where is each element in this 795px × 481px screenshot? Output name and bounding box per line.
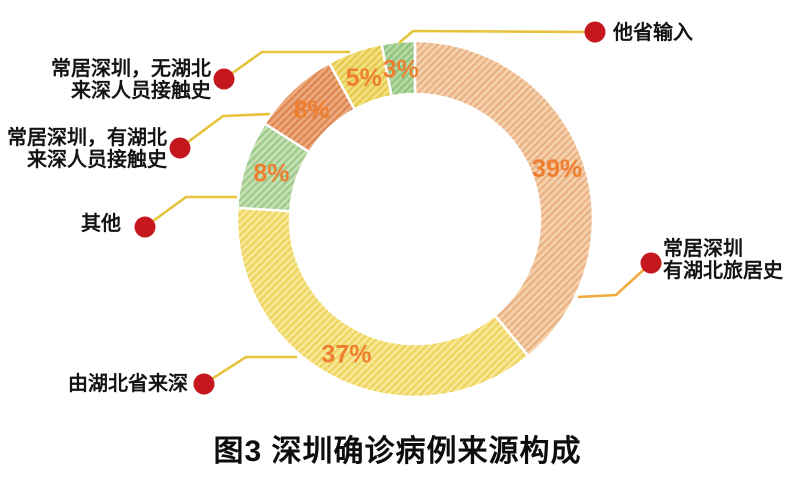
callout-dot	[134, 216, 156, 238]
callout-line: 有湖北旅居史	[663, 260, 783, 282]
callout-line: 常居深圳，无湖北	[51, 58, 211, 80]
callout-leader-line	[577, 262, 652, 299]
callout-leader-line	[203, 355, 297, 386]
chart-title: 图3 深圳确诊病例来源构成	[213, 435, 582, 468]
callout-dot	[640, 252, 662, 274]
callout-line: 其他	[81, 213, 121, 235]
callout-line: 他省输入	[613, 22, 693, 44]
donut-segment-2	[235, 206, 530, 399]
callout-label-resident-hubei-travel-history: 常居深圳 有湖北旅居史	[663, 238, 783, 282]
donut-segment-1	[413, 39, 595, 358]
callout-line: 常居深圳	[663, 238, 743, 260]
callout-leader-line	[144, 195, 237, 229]
donut-segment-6	[380, 39, 417, 98]
callout-label-other-province-import: 他省输入	[613, 22, 693, 44]
callout-line: 由湖北省来深	[68, 373, 188, 395]
segment-percent-label: 3%	[383, 56, 419, 84]
callout-label-came-from-hubei: 由湖北省来深	[68, 373, 188, 395]
callout-leader-line	[398, 29, 596, 44]
callout-dot	[584, 21, 606, 43]
callout-leader-line	[179, 112, 271, 150]
segment-percent-label: 5%	[346, 64, 382, 92]
segment-percent-label: 8%	[294, 96, 330, 124]
segment-percent-label: 37%	[321, 341, 371, 369]
segment-percent-label: 39%	[532, 155, 582, 183]
callout-label-resident-with-hubei-contact: 常居深圳，有湖北 来深人员接触史	[7, 127, 167, 171]
callout-leader-line	[223, 50, 350, 81]
callout-line: 来深人员接触史	[71, 80, 211, 102]
callout-label-other: 其他	[81, 213, 121, 235]
callout-label-resident-no-hubei-contact: 常居深圳，无湖北 来深人员接触史	[51, 58, 211, 102]
callout-line: 常居深圳，有湖北	[7, 127, 167, 149]
callout-dot	[213, 68, 235, 90]
segment-percent-label: 8%	[253, 159, 289, 187]
callout-dot	[169, 137, 191, 159]
callout-line: 来深人员接触史	[27, 149, 167, 171]
callout-dot	[193, 373, 215, 395]
